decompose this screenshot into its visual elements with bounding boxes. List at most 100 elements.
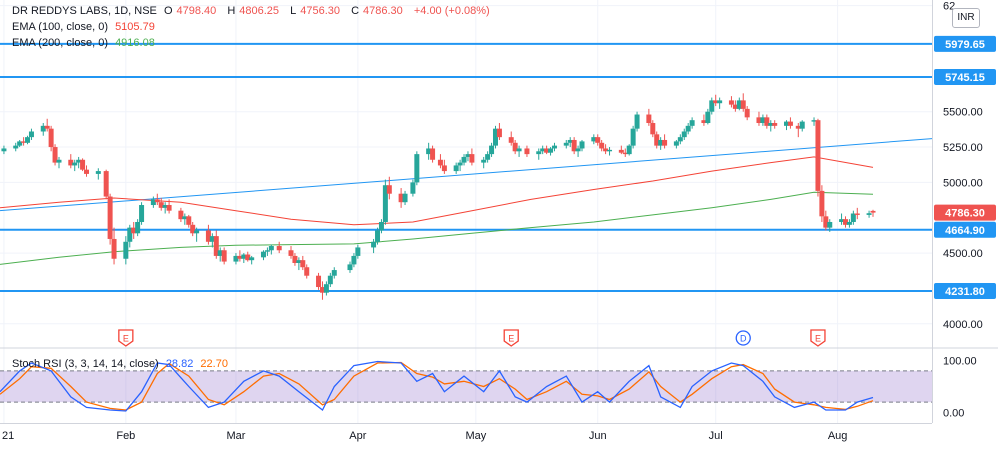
candle-body <box>382 185 388 222</box>
level-price-label: 5979.65 <box>945 39 985 51</box>
last-price-tag <box>934 204 996 221</box>
candle-body <box>323 284 329 293</box>
candle-body <box>84 169 90 174</box>
candle-body <box>107 196 113 239</box>
candle-body <box>842 219 848 225</box>
candle-body <box>689 120 695 126</box>
candle-body <box>296 260 302 263</box>
stoch-d-value: 22.70 <box>200 358 228 370</box>
currency-badge[interactable]: INR <box>952 8 980 28</box>
candle-body <box>40 125 46 132</box>
candle-body <box>630 128 636 146</box>
osc-tick-label: 100.00 <box>943 355 977 367</box>
candle-body <box>355 247 361 256</box>
stoch-k-value: 28.82 <box>165 358 194 370</box>
candle-body <box>465 154 471 157</box>
stoch-k-line <box>0 360 874 412</box>
candle-body <box>217 250 223 256</box>
candle-body <box>563 142 569 146</box>
candle-body <box>111 238 117 259</box>
ema100-value: 5105.79 <box>115 21 155 33</box>
dividend-marker <box>735 330 751 346</box>
level-price-tag <box>934 283 996 300</box>
candle-body <box>579 141 585 149</box>
candle-body <box>846 221 852 225</box>
candle-body <box>52 147 58 163</box>
candle-body <box>783 121 789 126</box>
candle-body <box>378 221 384 231</box>
level-price-tag <box>934 69 996 86</box>
candle-body <box>292 255 298 263</box>
candle-body <box>182 216 188 220</box>
stoch-rsi-pane <box>0 360 932 412</box>
candle-body <box>430 148 436 160</box>
candle-body <box>276 246 282 251</box>
candle-body <box>316 275 322 288</box>
candle-body <box>150 199 156 206</box>
candle-body <box>221 250 227 262</box>
price-tick-label: 5250.00 <box>943 142 983 154</box>
candle-body <box>717 100 723 104</box>
candle-body <box>705 111 711 124</box>
candle-body <box>524 148 530 155</box>
candle-body <box>603 148 609 152</box>
candle-body <box>866 213 872 215</box>
grid <box>0 0 998 424</box>
candle-body <box>469 154 475 163</box>
candle-body <box>331 270 337 276</box>
stoch-label: Stoch RSI (3, 3, 14, 14, close) <box>12 358 159 370</box>
candle-body <box>48 128 54 148</box>
ema200-legend[interactable]: EMA (200, close, 0) 4916.08 <box>12 37 159 49</box>
candle-body <box>607 149 613 152</box>
time-tick-label: Aug <box>828 430 848 442</box>
candle-body <box>402 193 408 203</box>
candle-body <box>516 148 522 152</box>
candle-body <box>21 141 27 143</box>
stoch-legend[interactable]: Stoch RSI (3, 3, 14, 14, close) 28.82 22… <box>12 358 232 370</box>
time-tick-label: Apr <box>349 430 366 442</box>
candle-body <box>815 120 821 191</box>
candle-body <box>768 123 774 126</box>
candle-body <box>622 152 628 155</box>
earnings-marker <box>118 329 134 347</box>
candle-body <box>850 213 856 222</box>
candle-body <box>591 137 597 142</box>
candle-body <box>461 156 467 163</box>
event-label: E <box>815 334 821 344</box>
ema100-label: EMA (100, close, 0) <box>12 21 108 33</box>
candle-body <box>80 159 86 170</box>
candle-body <box>1 148 7 152</box>
candle-body <box>681 131 687 138</box>
candle-body <box>827 221 833 228</box>
candle-body <box>68 159 74 166</box>
ema100-legend[interactable]: EMA (100, close, 0) 5105.79 <box>12 21 159 33</box>
candle-body <box>28 131 34 138</box>
earnings-marker <box>810 329 826 347</box>
time-axis: 21 Feb Mar Apr May Jun Jul Aug <box>2 430 847 442</box>
level-price-label: 4231.80 <box>945 286 985 298</box>
candle-body <box>186 216 192 225</box>
candle-body <box>744 108 750 118</box>
candle-body <box>740 100 746 109</box>
candle-body <box>701 120 707 124</box>
candle-body <box>760 117 766 124</box>
symbol-title: DR REDDYS LABS, 1D, NSE <box>12 5 157 17</box>
candle-body <box>839 219 845 222</box>
ema-lines <box>0 156 874 265</box>
candle-body <box>713 100 719 104</box>
candle-body <box>44 125 50 129</box>
candle-body <box>512 142 518 152</box>
stoch-band <box>0 370 932 403</box>
candle-body <box>756 117 762 124</box>
candle-body <box>426 148 432 155</box>
candle-body <box>437 159 443 166</box>
candle-body <box>25 137 31 143</box>
candle-body <box>536 151 542 155</box>
time-tick-label: Jul <box>709 430 723 442</box>
candle-body <box>764 117 770 126</box>
candle-body <box>245 254 251 261</box>
candle-body <box>17 141 23 146</box>
horizontal-levels <box>0 42 932 293</box>
